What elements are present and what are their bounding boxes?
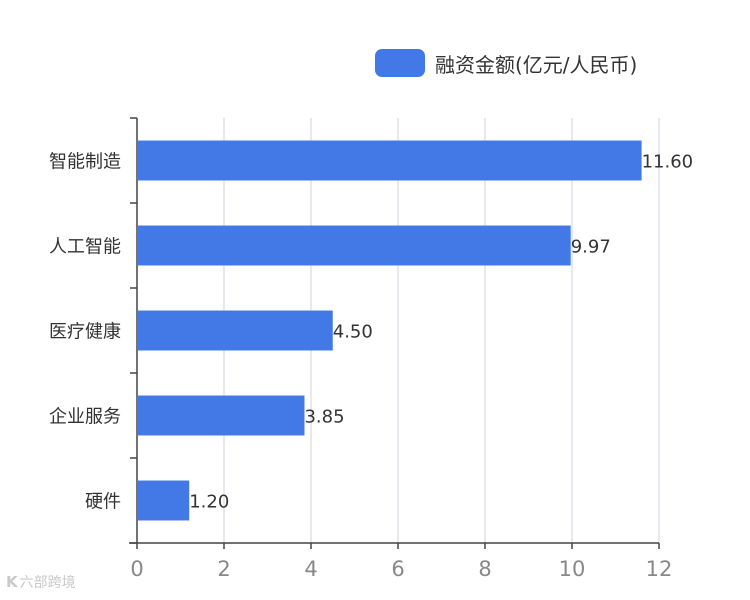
category-label: 智能制造	[49, 152, 121, 173]
watermark-text: 六部跨境	[19, 575, 76, 591]
x-tick-label: 10	[559, 557, 586, 581]
category-label: 人工智能	[49, 237, 121, 258]
chart-legend: 融资金额(亿元/人民币)	[375, 46, 637, 80]
data-label: 9.97	[571, 237, 611, 258]
bar	[137, 395, 305, 436]
x-tick-label: 2	[217, 557, 230, 581]
data-label: 1.20	[189, 492, 229, 513]
legend-swatch	[375, 49, 425, 77]
bar	[137, 310, 333, 351]
bar	[137, 140, 642, 181]
watermark: K 六部跨境	[6, 572, 76, 592]
x-tick-label: 6	[391, 557, 404, 581]
x-tick-label: 12	[646, 557, 673, 581]
bar	[137, 480, 190, 521]
bar	[137, 225, 571, 266]
data-label: 3.85	[304, 407, 344, 428]
data-label: 11.60	[642, 152, 694, 173]
category-label: 硬件	[85, 492, 121, 513]
data-label: 4.50	[333, 322, 373, 343]
x-tick-label: 4	[304, 557, 317, 581]
category-label: 医疗健康	[49, 322, 121, 343]
x-tick-label: 0	[130, 557, 143, 581]
category-label: 企业服务	[49, 407, 121, 428]
x-tick-label: 8	[478, 557, 491, 581]
legend-label: 融资金额(亿元/人民币)	[435, 52, 638, 77]
watermark-logo-icon: K	[6, 573, 18, 591]
